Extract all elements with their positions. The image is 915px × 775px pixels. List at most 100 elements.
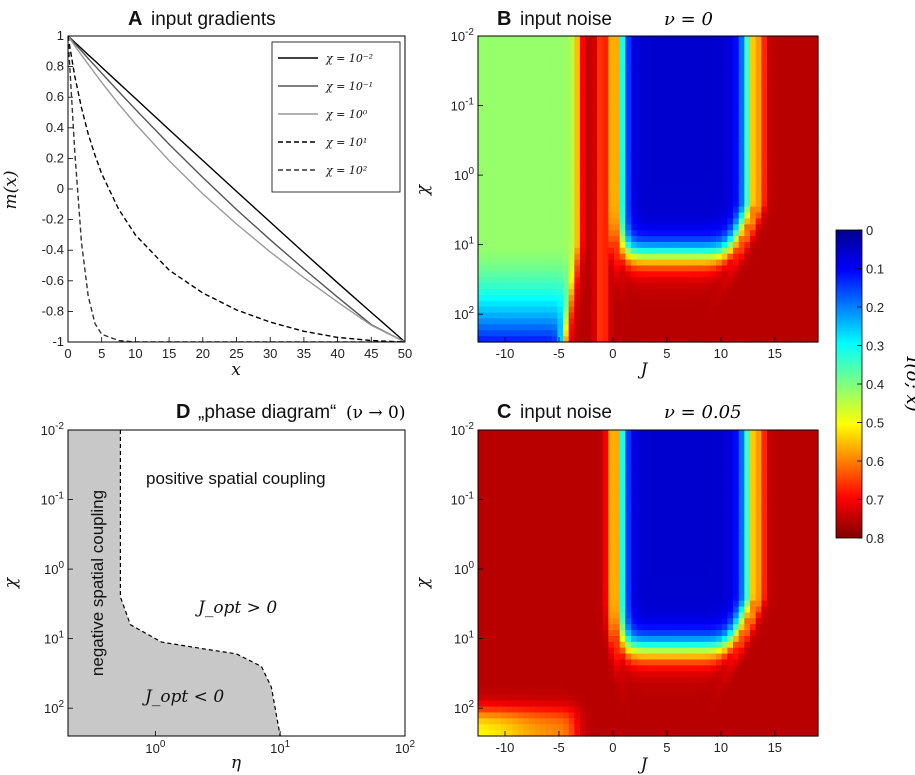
y-tick-label: 0.4: [46, 120, 64, 135]
heatmap-cell: [574, 306, 581, 314]
heatmap-cell: [767, 524, 774, 531]
heatmap-cell: [733, 441, 740, 449]
heatmap-cell: [625, 141, 632, 149]
heatmap-cell: [778, 530, 785, 537]
heatmap-cell: [670, 153, 677, 161]
heatmap-cell: [614, 136, 621, 143]
heatmap-cell: [653, 524, 660, 531]
heatmap-cell: [761, 88, 768, 96]
heatmap-cell: [761, 330, 768, 337]
heatmap-cell: [682, 200, 689, 208]
heatmap-cell: [806, 147, 813, 155]
heatmap-cell: [602, 83, 609, 90]
heatmap-cell: [568, 471, 575, 478]
heatmap-cell: [551, 212, 558, 220]
heatmap-cell: [789, 124, 796, 131]
heatmap-cell: [506, 524, 513, 531]
heatmap-cell: [738, 530, 745, 537]
heatmap-cell: [676, 83, 683, 90]
heatmap-cell: [738, 482, 745, 490]
heatmap-cell: [676, 130, 683, 137]
heatmap-cell: [602, 577, 609, 584]
heatmap-cell: [574, 471, 581, 478]
heatmap-cell: [738, 289, 745, 296]
heatmap-cell: [789, 435, 796, 443]
heatmap-cell: [778, 441, 785, 449]
heatmap-cell: [563, 112, 570, 119]
heatmap-cell: [625, 482, 632, 490]
heatmap-cell: [699, 212, 706, 220]
heatmap-cell: [659, 224, 666, 231]
heatmap-cell: [546, 77, 553, 84]
panel-b-ylabel: χ: [413, 183, 433, 196]
heatmap-cell: [704, 477, 711, 484]
heatmap-cell: [767, 241, 774, 249]
heatmap-cell: [801, 441, 808, 449]
heatmap-cell: [546, 147, 553, 155]
heatmap-cell: [801, 65, 808, 72]
heatmap-cell: [682, 112, 689, 119]
heatmap-cell: [614, 530, 621, 537]
heatmap-cell: [659, 336, 666, 343]
heatmap-cell: [778, 512, 785, 519]
heatmap-cell: [631, 524, 638, 531]
heatmap-cell: [625, 106, 632, 114]
heatmap-cell: [551, 453, 558, 461]
heatmap-cell: [653, 41, 660, 49]
heatmap-cell: [557, 541, 564, 549]
heatmap-cell: [636, 336, 643, 343]
heatmap-cell: [557, 330, 564, 337]
heatmap-cell: [574, 547, 581, 555]
x-tick-label: 15: [768, 346, 782, 361]
heatmap-cell: [478, 453, 485, 461]
heatmap-cell: [631, 106, 638, 114]
heatmap-cell: [676, 571, 683, 578]
heatmap-cell: [580, 289, 587, 296]
heatmap-cell: [750, 453, 757, 461]
heatmap-cell: [670, 465, 677, 472]
heatmap-cell: [795, 577, 802, 584]
heatmap-cell: [755, 300, 762, 308]
heatmap-cell: [806, 71, 813, 78]
heatmap-cell: [563, 435, 570, 443]
heatmap-cell: [750, 265, 757, 272]
heatmap-cell: [682, 41, 689, 49]
heatmap-cell: [699, 306, 706, 314]
heatmap-cell: [682, 330, 689, 337]
heatmap-cell: [795, 218, 802, 225]
heatmap-cell: [557, 594, 564, 602]
heatmap-cell: [534, 300, 541, 308]
heatmap-cell: [716, 306, 723, 314]
heatmap-cell: [738, 124, 745, 131]
heatmap-cell: [659, 147, 666, 155]
heatmap-cell: [653, 106, 660, 114]
panel-d-letter: D: [176, 401, 190, 423]
heatmap-cell: [772, 318, 779, 325]
heatmap-cell: [727, 336, 734, 343]
heatmap-cell: [716, 459, 723, 466]
heatmap-cell: [557, 265, 564, 272]
legend-label: χ = 10²: [325, 164, 367, 177]
heatmap-cell: [767, 465, 774, 472]
heatmap-cell: [495, 247, 502, 255]
heatmap-cell: [631, 300, 638, 308]
heatmap-cell: [517, 236, 524, 243]
heatmap-cell: [710, 459, 717, 466]
heatmap-cell: [557, 106, 564, 114]
heatmap-cell: [483, 236, 490, 243]
heatmap-cell: [733, 41, 740, 49]
y-tick-label: -0.2: [42, 212, 64, 227]
heatmap-cell: [659, 547, 666, 555]
heatmap-cell: [721, 71, 728, 78]
heatmap-cell: [795, 147, 802, 155]
heatmap-cell: [540, 300, 547, 308]
heatmap-cell: [801, 130, 808, 137]
heatmap-cell: [704, 500, 711, 508]
y-tick-label: 0: [57, 181, 64, 196]
heatmap-cell: [483, 265, 490, 272]
heatmap-cell: [795, 571, 802, 578]
heatmap-cell: [631, 283, 638, 290]
heatmap-cell: [625, 165, 632, 172]
heatmap-cell: [557, 124, 564, 131]
heatmap-cell: [551, 136, 558, 143]
